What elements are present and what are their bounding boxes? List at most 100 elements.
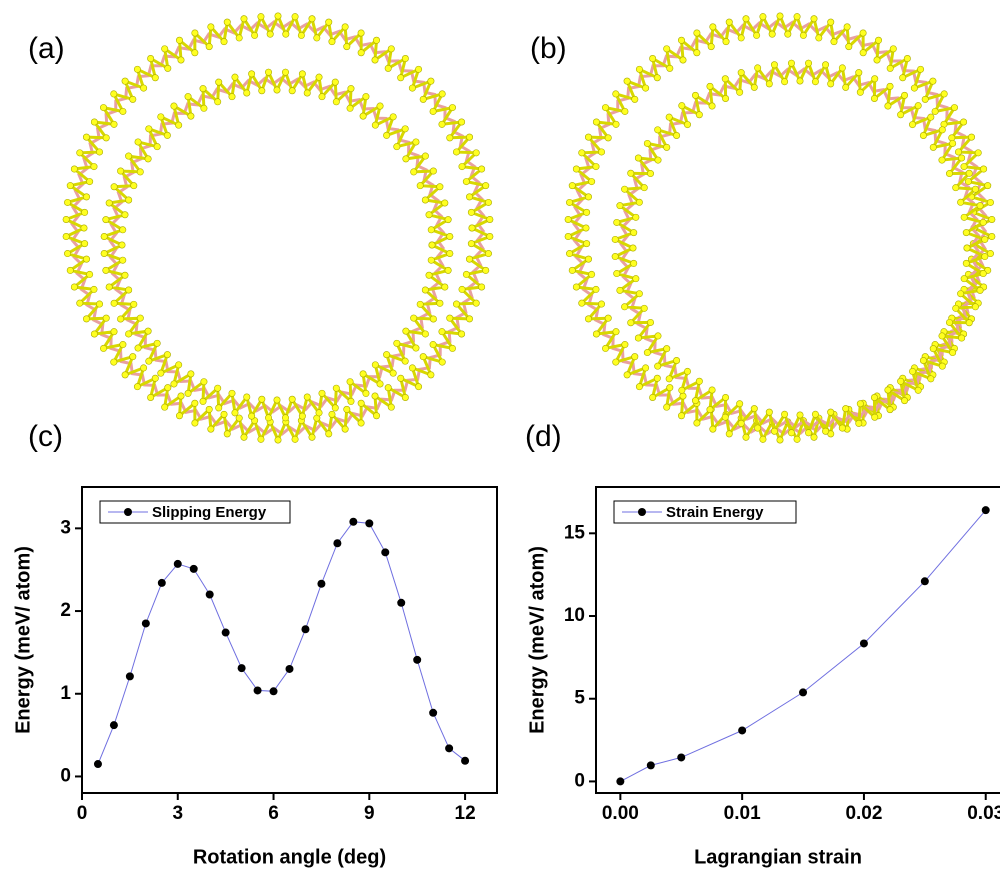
s-atom xyxy=(694,420,700,426)
s-atom xyxy=(901,397,907,403)
data-point xyxy=(158,579,166,587)
s-atom xyxy=(282,415,288,421)
series-line xyxy=(620,510,985,781)
s-atom xyxy=(164,132,170,138)
s-atom xyxy=(453,149,459,155)
s-atom xyxy=(602,345,608,351)
data-point xyxy=(860,639,868,647)
s-atom xyxy=(437,300,443,306)
s-atom xyxy=(708,43,714,49)
s-atom xyxy=(839,425,845,431)
s-atom xyxy=(920,132,926,138)
s-atom xyxy=(71,166,77,172)
s-atom xyxy=(344,406,350,412)
s-atom xyxy=(137,315,143,321)
s-atom xyxy=(631,260,637,266)
s-atom xyxy=(958,155,964,161)
s-atom xyxy=(667,384,673,390)
s-atom xyxy=(147,394,153,400)
data-point xyxy=(461,757,469,765)
s-atom xyxy=(483,182,489,188)
s-atom xyxy=(569,182,575,188)
s-atom xyxy=(81,209,87,215)
s-atom xyxy=(388,46,394,52)
s-atom xyxy=(81,225,87,231)
s-atom xyxy=(617,287,623,293)
s-atom xyxy=(422,197,428,203)
s-atom xyxy=(282,69,288,75)
s-atom xyxy=(145,156,151,162)
s-atom xyxy=(459,163,465,169)
s-atom xyxy=(146,358,152,364)
s-atom xyxy=(289,88,295,94)
s-atom xyxy=(439,328,445,334)
s-atom xyxy=(292,436,298,442)
x-tick-label: 9 xyxy=(364,803,375,824)
s-atom xyxy=(309,434,315,440)
s-atom xyxy=(822,428,828,434)
s-atom xyxy=(989,233,995,239)
s-atom xyxy=(709,103,715,109)
s-atom xyxy=(236,35,242,41)
s-atom xyxy=(666,114,672,120)
s-atom xyxy=(206,406,212,412)
s-atom xyxy=(949,140,955,146)
s-atom xyxy=(111,328,117,334)
s-atom xyxy=(342,24,348,30)
s-atom xyxy=(175,362,181,368)
s-atom xyxy=(875,37,881,43)
s-atom xyxy=(585,256,591,262)
s-atom xyxy=(573,166,579,172)
s-atom xyxy=(329,411,335,417)
s-atom xyxy=(385,65,391,71)
s-atom xyxy=(100,104,106,110)
s-atom xyxy=(585,134,591,140)
s-atom xyxy=(394,340,400,346)
s-atom xyxy=(161,404,167,410)
s-atom xyxy=(738,420,744,426)
s-atom xyxy=(751,405,757,411)
s-atom xyxy=(694,30,700,36)
s-atom xyxy=(977,202,983,208)
s-atom xyxy=(573,284,579,290)
s-atom xyxy=(588,271,594,277)
s-atom xyxy=(201,378,207,384)
x-tick-label: 0.00 xyxy=(602,803,639,824)
s-atom xyxy=(422,153,428,159)
x-tick-label: 12 xyxy=(455,803,476,824)
s-atom xyxy=(487,216,493,222)
s-atom xyxy=(360,371,366,377)
s-atom xyxy=(696,378,702,384)
plot-frame xyxy=(82,487,497,793)
s-atom xyxy=(856,69,862,75)
s-atom xyxy=(91,286,97,292)
s-atom xyxy=(920,357,926,363)
s-atom xyxy=(636,199,642,205)
s-atom xyxy=(800,32,806,38)
s-atom xyxy=(654,375,660,381)
s-atom xyxy=(754,425,760,431)
s-atom xyxy=(265,69,271,75)
s-atom xyxy=(147,55,153,61)
data-point xyxy=(445,744,453,752)
s-atom xyxy=(583,225,589,231)
s-atom xyxy=(224,431,230,437)
s-atom xyxy=(165,65,171,71)
s-atom xyxy=(566,199,572,205)
s-atom xyxy=(111,300,117,306)
legend-marker xyxy=(638,508,646,516)
s-atom xyxy=(915,102,921,108)
s-atom xyxy=(843,84,849,90)
s-atom xyxy=(680,57,686,63)
s-atom xyxy=(939,127,945,133)
data-point xyxy=(142,619,150,627)
s-atom xyxy=(621,304,627,310)
s-atom xyxy=(81,240,87,246)
s-atom xyxy=(100,345,106,351)
s-atom xyxy=(415,66,421,72)
s-atom xyxy=(158,114,164,120)
s-atom xyxy=(383,132,389,138)
s-atom xyxy=(103,135,109,141)
s-atom xyxy=(201,105,207,111)
s-atom xyxy=(635,155,641,161)
